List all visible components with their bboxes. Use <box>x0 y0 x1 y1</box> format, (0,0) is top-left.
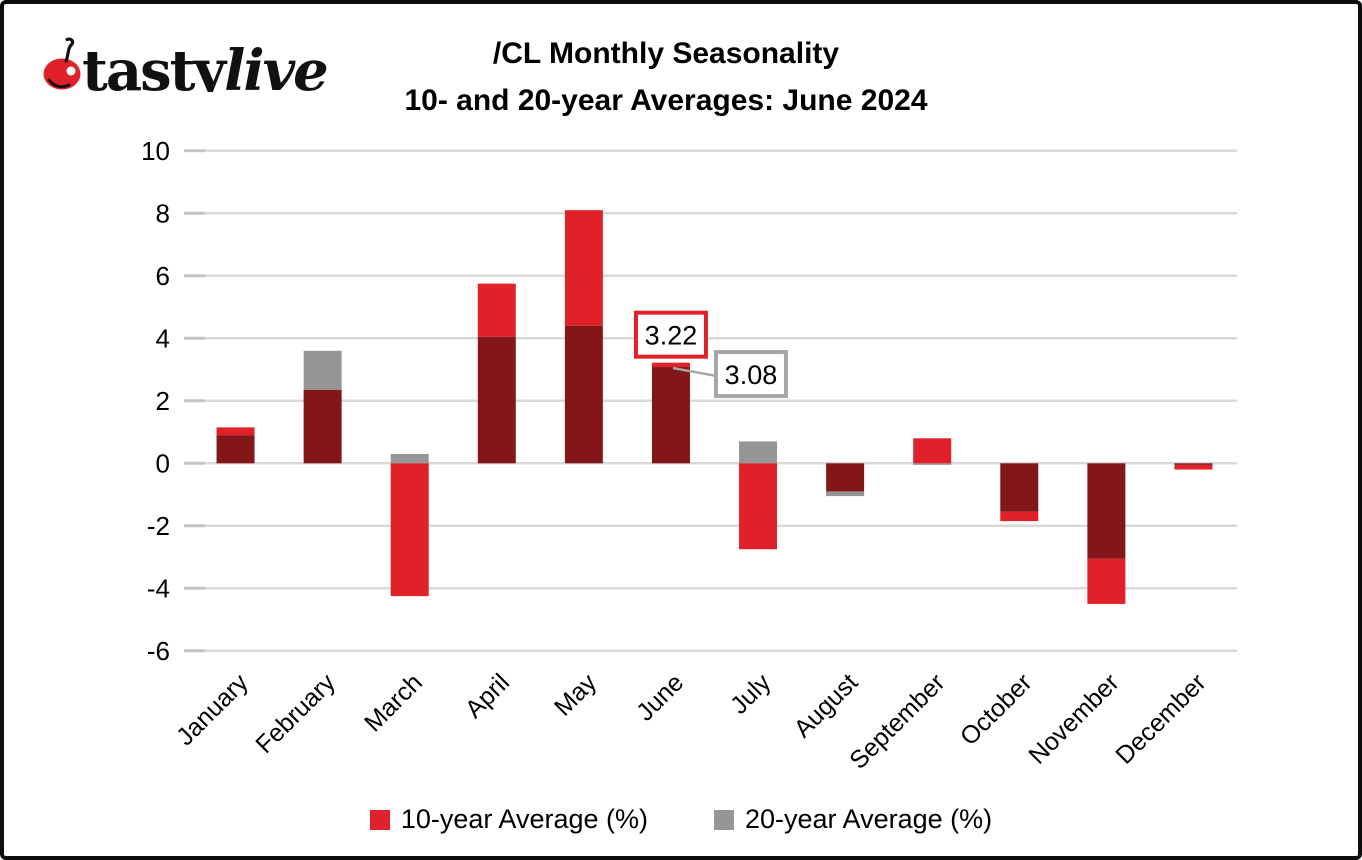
bar-october-overlap <box>1000 463 1039 512</box>
bar-march-20yr <box>390 453 429 464</box>
y-tick-label: -2 <box>147 511 170 541</box>
legend-item-10yr: 10-year Average (%) <box>369 804 648 835</box>
bar-august-overlap <box>826 463 865 492</box>
chart-title-line1: /CL Monthly Seasonality <box>492 37 840 70</box>
y-tick-label: 6 <box>156 261 170 291</box>
bar-april-overlap <box>477 336 516 464</box>
chart-legend: 10-year Average (%) 20-year Average (%) <box>4 804 1358 835</box>
callout-box-10yr <box>633 310 708 359</box>
cherry-icon <box>43 37 81 90</box>
bar-may-10yr <box>564 210 603 326</box>
callout-leader-line <box>672 366 718 378</box>
x-axis-label-august: August <box>789 668 864 743</box>
callout-box-20yr <box>713 350 788 399</box>
legend-label-20yr: 20-year Average (%) <box>745 804 993 834</box>
bar-december-10yr <box>1174 464 1213 470</box>
tastylive-logo: tastylive <box>43 37 329 92</box>
bar-june-overlap <box>651 367 690 464</box>
x-axis-label-may: May <box>549 668 603 722</box>
bar-december-overlap <box>1174 463 1213 465</box>
callout-value-20yr: 3.08 <box>725 360 778 390</box>
y-tick-label: -4 <box>147 573 170 603</box>
bar-november-overlap <box>1087 463 1126 559</box>
x-axis-label-january: January <box>171 668 254 751</box>
y-tick-label: -6 <box>147 636 170 666</box>
x-axis-label-november: November <box>1023 668 1124 769</box>
bar-march-10yr <box>390 463 429 597</box>
y-tick-label: 4 <box>156 323 170 353</box>
bar-october-10yr <box>1000 511 1039 522</box>
bar-june-10yr <box>651 362 690 368</box>
callout-value-10yr: 3.22 <box>645 321 698 351</box>
legend-swatch-10yr-icon <box>369 809 390 830</box>
x-axis-label-april: April <box>460 668 515 723</box>
x-axis-label-september: September <box>844 668 950 774</box>
chart-title-line2: 10- and 20-year Averages: June 2024 <box>404 84 928 117</box>
bar-january-10yr <box>216 427 255 436</box>
bar-september-20yr <box>913 463 952 465</box>
y-tick-label: 0 <box>156 448 170 478</box>
x-axis-label-october: October <box>955 668 1038 751</box>
chart-title: /CL Monthly Seasonality 10- and 20-year … <box>4 30 1328 124</box>
bar-november-10yr <box>1087 558 1126 604</box>
y-tick-label: 10 <box>141 136 170 166</box>
bar-april-10yr <box>477 283 516 337</box>
brand-wordmark: tastylive <box>82 38 327 92</box>
x-axis-label-february: February <box>250 668 341 759</box>
y-tick-label: 8 <box>156 198 170 228</box>
legend-item-20yr: 20-year Average (%) <box>714 804 992 835</box>
x-axis-label-march: March <box>359 668 428 737</box>
bar-august-20yr <box>826 491 865 497</box>
x-axis-label-december: December <box>1110 668 1211 769</box>
bar-september-10yr <box>913 438 952 464</box>
bar-january-overlap <box>216 435 255 464</box>
bar-july-10yr <box>739 463 778 550</box>
y-tick-label: 2 <box>156 386 170 416</box>
bar-july-20yr <box>739 441 778 464</box>
bar-february-overlap <box>303 389 342 464</box>
bar-may-overlap <box>564 325 603 464</box>
legend-label-10yr: 10-year Average (%) <box>400 804 648 834</box>
bar-february-20yr <box>303 350 342 390</box>
legend-swatch-20yr-icon <box>714 809 734 830</box>
x-axis-label-june: June <box>631 668 689 726</box>
x-axis-label-july: July <box>725 668 777 720</box>
